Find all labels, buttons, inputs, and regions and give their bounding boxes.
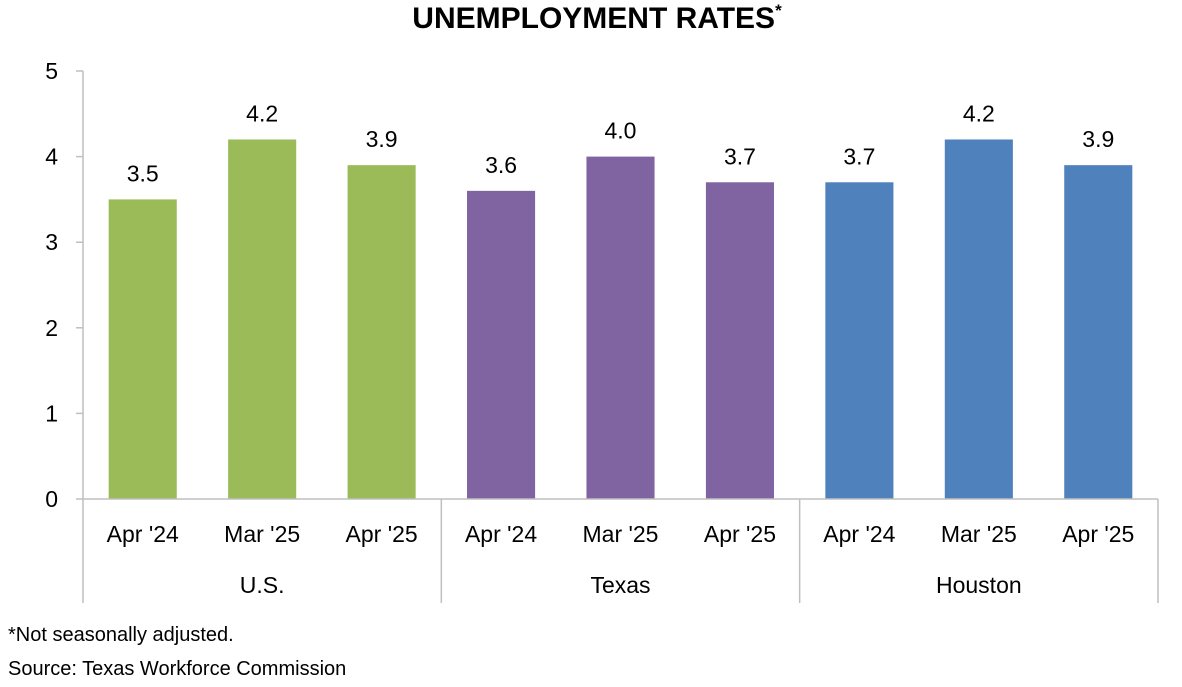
data-label: 4.2 (963, 100, 995, 126)
y-tick-label: 4 (45, 144, 58, 170)
y-tick-label: 0 (45, 486, 58, 512)
data-label: 4.2 (246, 100, 278, 126)
x-group-label: Houston (936, 572, 1022, 598)
bar (108, 199, 177, 499)
data-labels: 3.5 4.2 3.9 3.6 4.0 3.7 3.7 4.2 3.9 (127, 100, 1115, 186)
x-group-label: Texas (590, 572, 650, 598)
footnote-source: Source: Texas Workforce Commission (8, 658, 347, 680)
chart-title: UNEMPLOYMENT RATES* (412, 1, 782, 35)
bar (705, 182, 774, 499)
data-label: 3.6 (485, 152, 517, 178)
data-label: 3.9 (1082, 126, 1114, 152)
y-tick-label: 5 (45, 58, 58, 84)
bar (228, 139, 297, 500)
x-axis: Apr '24 Mar '25 Apr '25 U.S. Apr '24 Mar '25 A… (82, 498, 1159, 603)
y-tick-label: 3 (45, 229, 58, 255)
y-tick-label: 2 (45, 315, 58, 341)
data-label: 3.7 (843, 143, 875, 169)
y-axis: 0 1 2 3 4 5 (45, 58, 84, 512)
bar (1064, 165, 1133, 499)
data-label: 3.5 (127, 160, 159, 186)
bar (944, 139, 1013, 500)
bar (825, 182, 894, 499)
x-category-label: Apr '25 (704, 521, 776, 547)
data-label: 4.0 (605, 118, 637, 144)
x-category-label: Apr '25 (1062, 521, 1134, 547)
bar (467, 190, 536, 499)
x-group-label: U.S. (240, 572, 285, 598)
bars (108, 139, 1133, 500)
x-category-label: Apr '25 (346, 521, 418, 547)
x-category-label: Apr '24 (465, 521, 537, 547)
x-category-label: Apr '24 (823, 521, 895, 547)
x-category-label: Apr '24 (107, 521, 179, 547)
footnote-note: *Not seasonally adjusted. (8, 624, 234, 646)
y-tick-label: 1 (45, 400, 58, 426)
x-category-label: Mar '25 (224, 521, 300, 547)
bar (347, 165, 416, 499)
x-category-label: Mar '25 (583, 521, 659, 547)
data-label: 3.7 (724, 143, 756, 169)
x-category-label: Mar '25 (941, 521, 1017, 547)
data-label: 3.9 (366, 126, 398, 152)
bar (586, 156, 655, 499)
